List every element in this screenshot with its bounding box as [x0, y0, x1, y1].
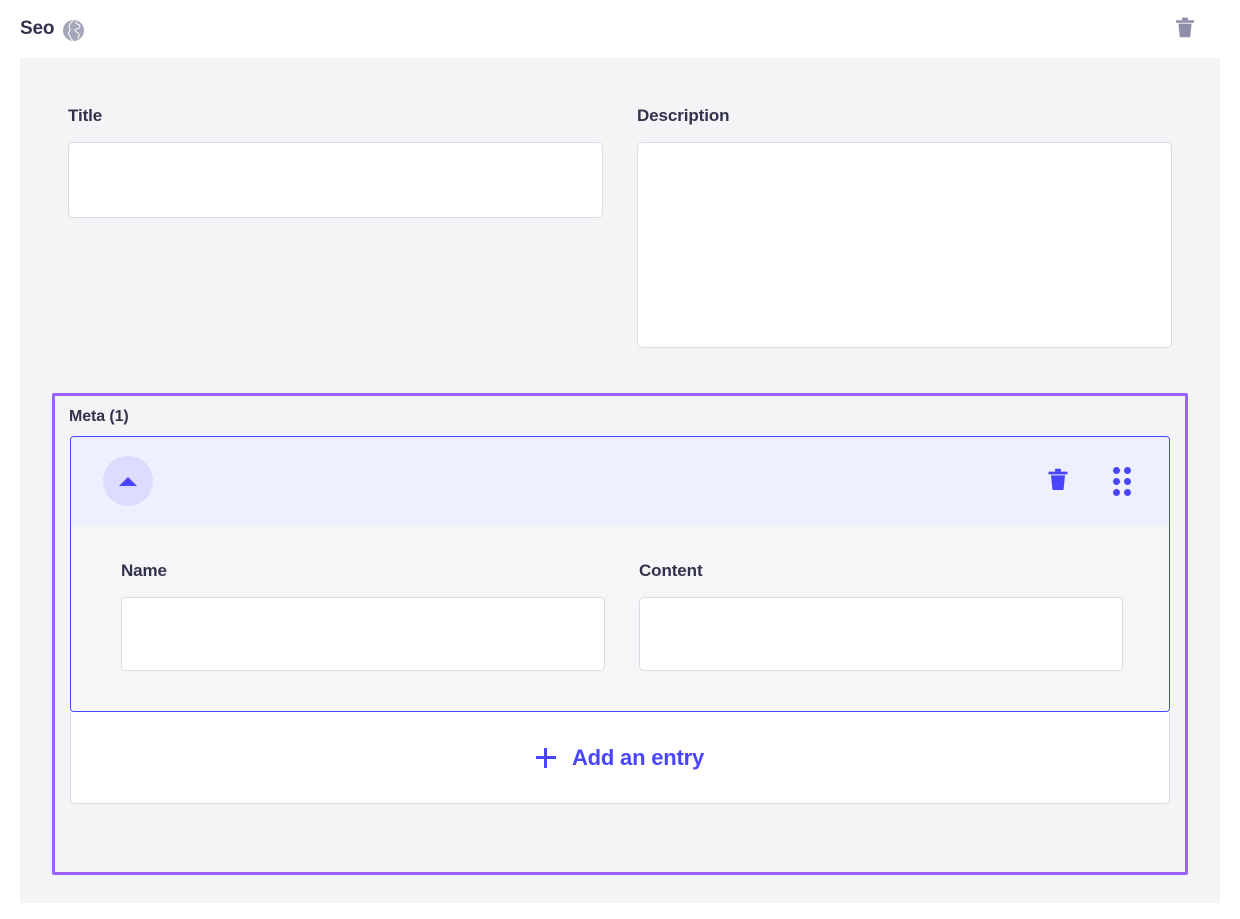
meta-entry-header[interactable]: [71, 437, 1169, 525]
caret-up-icon: [119, 476, 137, 486]
description-textarea[interactable]: [637, 142, 1172, 348]
drag-handle-icon: [1113, 466, 1131, 496]
add-an-entry-button[interactable]: Add an entry: [535, 744, 705, 771]
field-content: Content: [639, 561, 1123, 671]
meta-label: Meta (1): [69, 408, 129, 425]
add-entry-label: Add an entry: [571, 744, 705, 770]
page-title: Seo: [20, 18, 85, 41]
plus-icon: [535, 747, 556, 768]
field-title: Title: [68, 106, 603, 218]
globe-icon: [63, 19, 85, 41]
component-card: Title Description Meta (1): [20, 58, 1220, 903]
collapse-toggle-button[interactable]: [103, 456, 153, 506]
page-header: Seo: [0, 0, 1240, 58]
page-title-text: Seo: [20, 18, 55, 39]
delete-component-button[interactable]: [1168, 12, 1202, 46]
trash-icon: [1174, 16, 1196, 43]
name-input[interactable]: [121, 597, 605, 671]
meta-entry-accordion: Name Content: [70, 436, 1170, 712]
meta-repeatable-highlight: Meta (1): [52, 393, 1188, 875]
content-label: Content: [639, 561, 703, 580]
add-entry-row[interactable]: Add an entry: [70, 712, 1170, 804]
trash-icon: [1046, 467, 1070, 496]
title-label: Title: [68, 106, 103, 125]
delete-entry-button[interactable]: [1045, 468, 1071, 494]
top-field-row: Title Description: [20, 58, 1220, 348]
description-label: Description: [637, 106, 730, 125]
meta-entry-actions: [1045, 466, 1139, 496]
meta-entries-stack: Name Content Add an entry: [70, 436, 1170, 804]
field-description: Description: [637, 106, 1172, 348]
meta-entry-body: Name Content: [71, 525, 1169, 711]
drag-entry-handle[interactable]: [1109, 466, 1135, 496]
name-label: Name: [121, 561, 167, 580]
field-name: Name: [121, 561, 605, 671]
content-input[interactable]: [639, 597, 1123, 671]
title-input[interactable]: [68, 142, 603, 218]
